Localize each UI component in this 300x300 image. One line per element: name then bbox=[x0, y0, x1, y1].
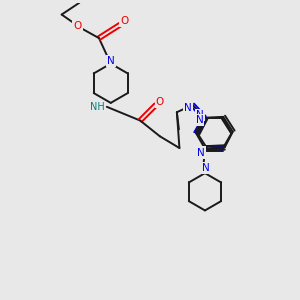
Text: N: N bbox=[184, 103, 191, 113]
Text: O: O bbox=[156, 97, 164, 107]
Text: N: N bbox=[202, 163, 210, 173]
Text: NH: NH bbox=[90, 102, 104, 112]
Text: N: N bbox=[196, 110, 204, 120]
Text: O: O bbox=[120, 16, 129, 26]
Text: O: O bbox=[73, 21, 82, 31]
Text: N: N bbox=[107, 56, 115, 66]
Text: N: N bbox=[197, 148, 205, 158]
Text: N: N bbox=[196, 115, 203, 124]
